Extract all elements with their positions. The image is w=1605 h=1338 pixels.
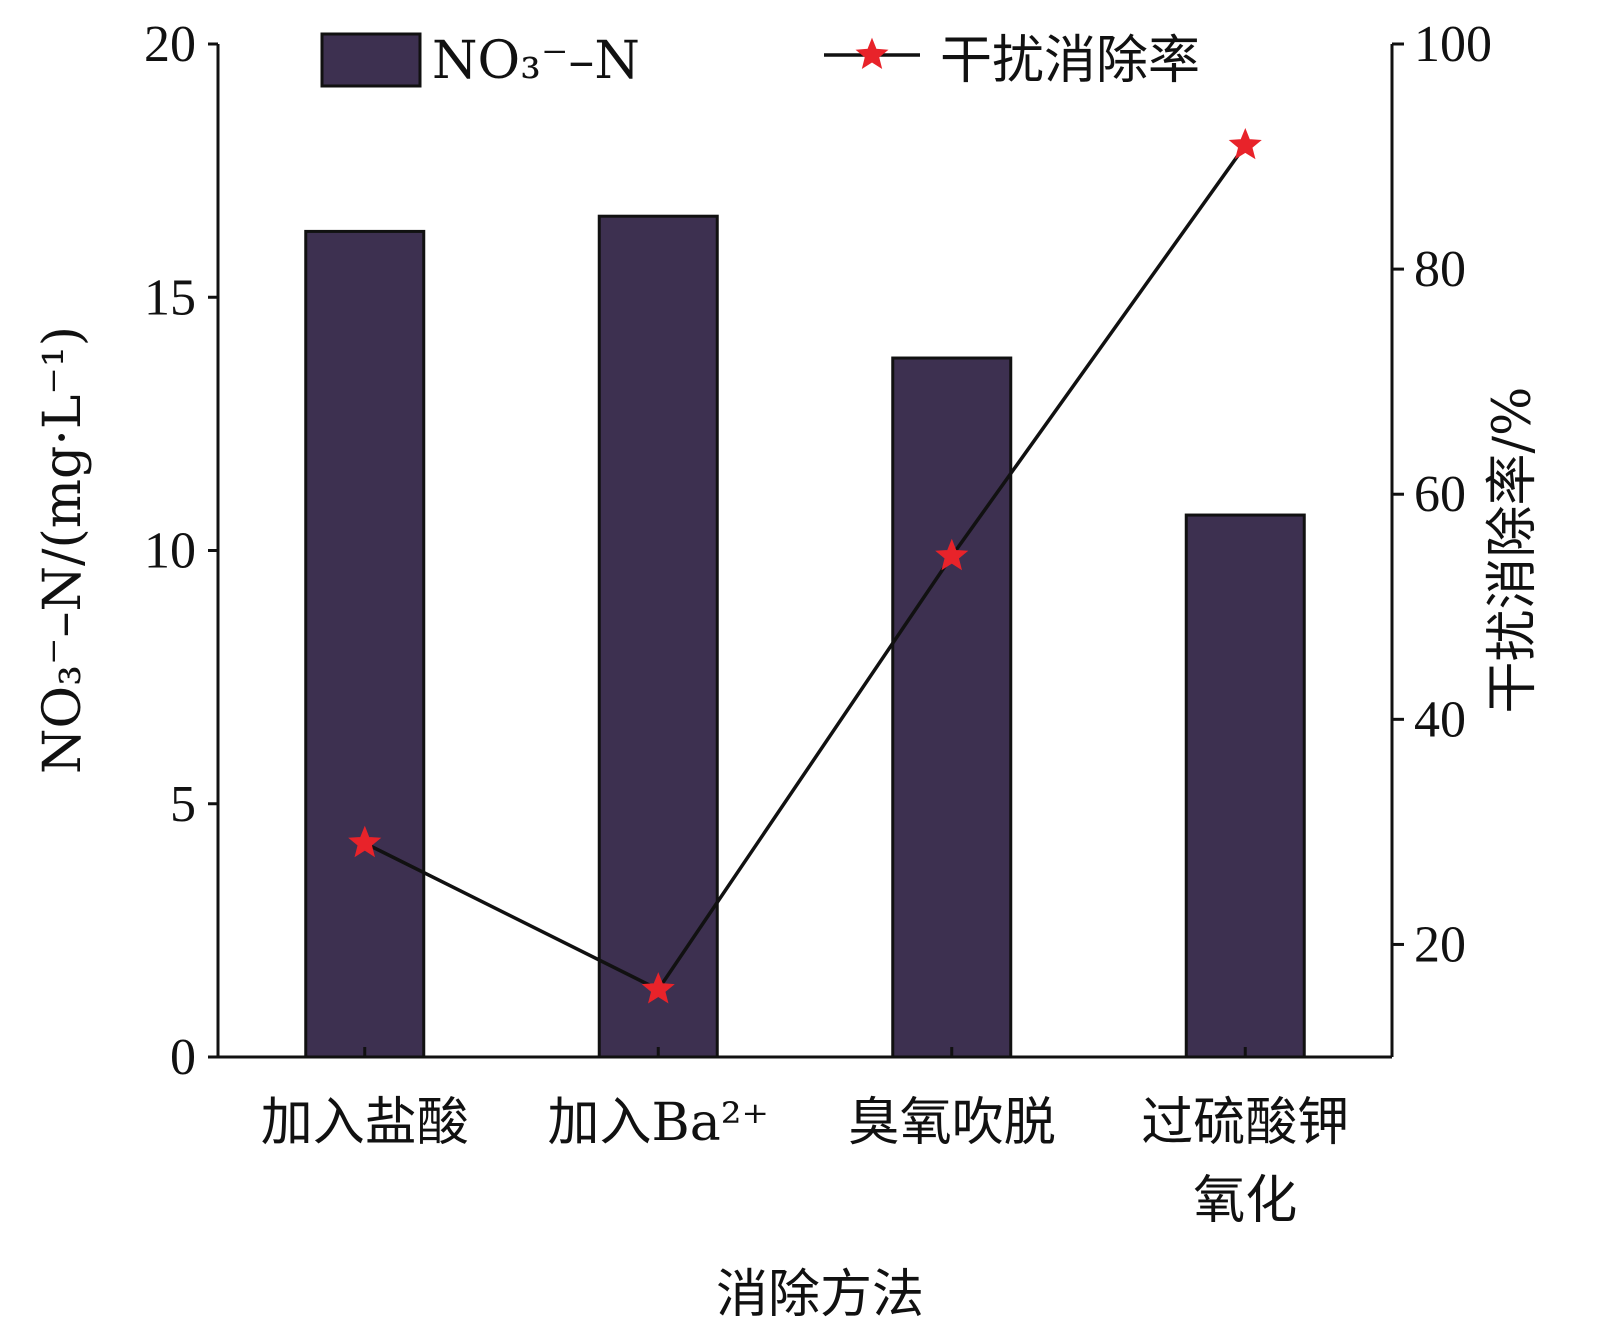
category-label: 臭氧吹脱	[848, 1093, 1056, 1153]
y-axis-right-title: 干扰消除率/%	[1483, 387, 1543, 714]
y-right-tick-label: 100	[1414, 16, 1492, 73]
x-axis-title: 消除方法	[716, 1265, 924, 1325]
bar-2	[597, 214, 719, 1059]
legend-bar-swatch	[320, 32, 422, 88]
star-marker-2	[641, 972, 675, 1004]
y-right-tick-label: 40	[1414, 691, 1466, 748]
y-right-tick-label: 60	[1414, 466, 1466, 523]
bars-layer	[304, 214, 1306, 1059]
bar-4	[1184, 513, 1306, 1059]
y-left-tick-label: 5	[170, 776, 196, 833]
y-left-tick-label: 20	[144, 16, 196, 73]
line-layer	[348, 127, 1262, 1004]
bar-3	[891, 356, 1013, 1059]
ticks-layer: 0 5 10 15 20 20 40 60 80 100	[144, 16, 1492, 1086]
y-left-tick-label: 0	[170, 1029, 196, 1086]
line-series	[363, 144, 1247, 992]
legend: NO₃⁻–N 干扰消除率	[320, 31, 1200, 91]
star-marker-3	[935, 538, 969, 571]
category-label: 过硫酸钾	[1141, 1093, 1349, 1153]
y-right-tick-label: 20	[1414, 916, 1466, 973]
category-label: 加入盐酸	[261, 1093, 469, 1153]
legend-line-label: 干扰消除率	[940, 31, 1200, 91]
bar-1	[304, 229, 426, 1059]
y-left-tick-label: 15	[144, 269, 196, 326]
y-right-tick-label: 80	[1414, 241, 1466, 298]
y-axis-left-title: NO₃⁻–N/(mg·L⁻¹)	[33, 326, 93, 774]
star-marker-4	[1228, 127, 1262, 160]
y-left-tick-label: 10	[144, 523, 196, 580]
star-marker-1	[348, 825, 382, 858]
category-label: 加入Ba²⁺	[547, 1093, 769, 1153]
category-label: 氧化	[1193, 1171, 1297, 1231]
legend-star-icon	[855, 37, 889, 69]
legend-bar-label: NO₃⁻–N	[432, 31, 640, 91]
